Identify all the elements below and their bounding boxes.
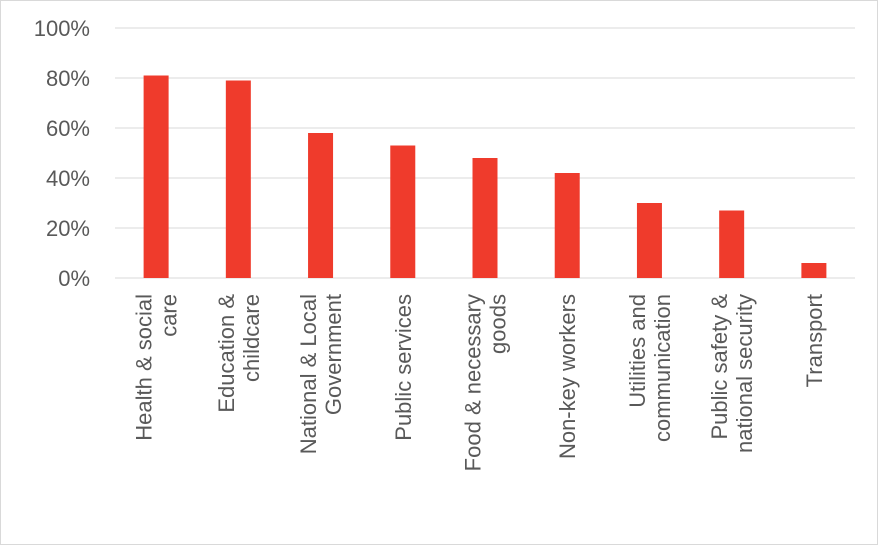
x-tick-label: National & Local [296,294,321,454]
y-tick-label: 100% [34,16,90,41]
y-tick-label: 0% [58,266,90,291]
y-tick-label: 80% [46,66,90,91]
x-tick-label: Non-key workers [555,294,580,459]
x-tick-label: goods [486,294,511,354]
y-tick-label: 60% [46,116,90,141]
bar [636,203,662,278]
bar [390,145,416,278]
x-tick-label: communication [650,294,675,442]
x-tick-label: Utilities and [625,294,650,408]
bar [801,263,827,278]
x-tick-label: national security [732,294,757,453]
bar [143,75,169,278]
y-tick-label: 20% [46,216,90,241]
x-tick-label: childcare [239,294,264,382]
x-tick-label: Transport [802,294,827,387]
x-tick-label: care [157,294,182,337]
bar [472,158,498,278]
x-tick-label: Public services [391,294,416,441]
x-tick-label: Public safety & [707,294,732,440]
y-tick-label: 40% [46,166,90,191]
bar [719,210,745,278]
x-tick-label: Government [321,294,346,415]
bar [308,133,334,278]
x-tick-label: Food & necessary [461,294,486,471]
bar [554,173,580,278]
x-tick-label: Health & social [132,294,157,441]
x-tick-label: Education & [214,294,239,413]
bar [225,80,251,278]
